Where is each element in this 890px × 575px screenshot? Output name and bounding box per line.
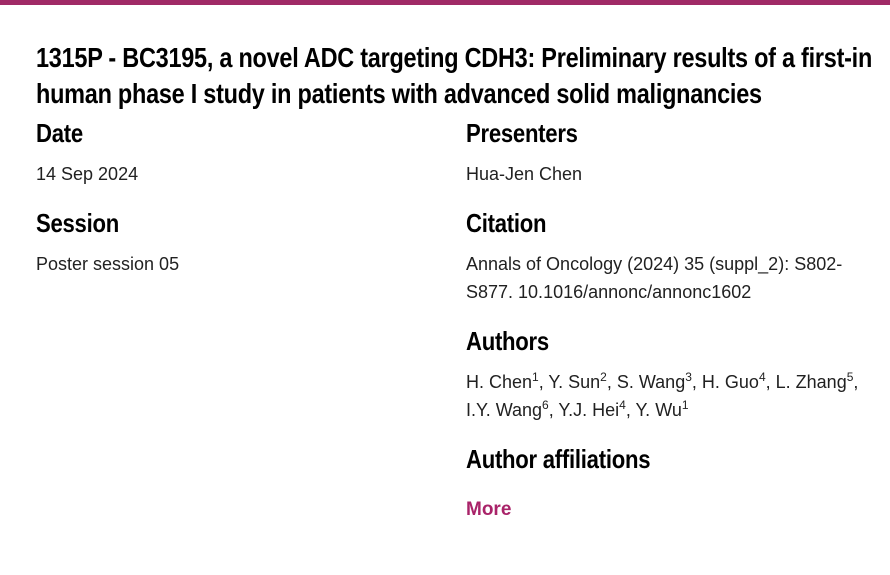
presenters-heading: Presenters — [466, 118, 578, 148]
author-affiliations-heading: Author affiliations — [466, 444, 651, 474]
author-affiliation-number: 6 — [542, 398, 549, 412]
author-affiliation-number: 3 — [685, 370, 692, 384]
details-grid: Date 14 Sep 2024 Session Poster session … — [36, 112, 876, 522]
author-affiliations-more-link[interactable]: More — [466, 499, 512, 520]
author-name: Y. Sun — [548, 372, 601, 392]
author-affiliation-number: 1 — [532, 370, 539, 384]
author-affiliation-number: 5 — [846, 370, 854, 384]
authors-list: H. Chen1, Y. Sun2, S. Wang3, H. Guo4, L.… — [466, 370, 859, 420]
session-heading: Session — [36, 208, 119, 238]
left-column: Date 14 Sep 2024 Session Poster session … — [36, 112, 466, 522]
citation-text: Annals of Oncology (2024) 35 (suppl_2): … — [466, 254, 843, 302]
abstract-title: 1315P - BC3195, a novel ADC targeting CD… — [36, 42, 873, 109]
author-name: Y. Wu — [635, 400, 682, 420]
date-value: 14 Sep 2024 — [36, 164, 139, 184]
authors-heading: Authors — [466, 326, 549, 356]
author-affiliation-number: 4 — [758, 370, 766, 384]
author-name: S. Wang — [616, 372, 686, 392]
author-name: L. Zhang — [775, 372, 847, 392]
author-affiliation-number: 2 — [600, 370, 607, 384]
brand-accent-bar — [0, 0, 890, 5]
date-heading: Date — [36, 118, 83, 148]
author-name: I.Y. Wang — [466, 400, 543, 420]
citation-heading: Citation — [466, 208, 547, 238]
abstract-page: 1315P - BC3195, a novel ADC targeting CD… — [0, 40, 890, 542]
author-affiliation-number: 4 — [619, 398, 626, 412]
right-column: Presenters Hua-Jen Chen Citation Annals … — [466, 112, 876, 522]
author-name: H. Guo — [701, 372, 759, 392]
presenter-name: Hua-Jen Chen — [466, 164, 583, 184]
author-affiliation-number: 1 — [681, 398, 689, 412]
session-value: Poster session 05 — [36, 254, 180, 274]
author-name: H. Chen — [466, 372, 533, 392]
author-name: Y.J. Hei — [558, 400, 620, 420]
